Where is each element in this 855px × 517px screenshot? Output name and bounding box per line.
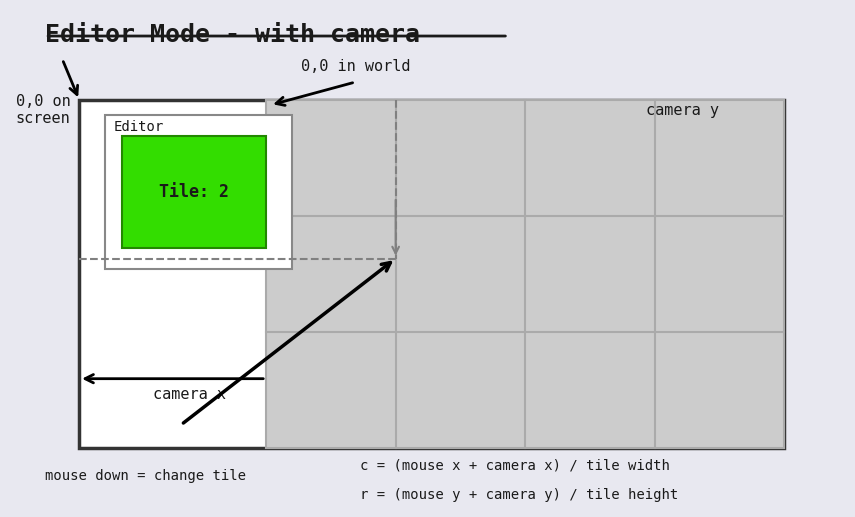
FancyBboxPatch shape (80, 100, 784, 448)
Text: Editor: Editor (113, 120, 163, 134)
Text: 0,0 on
screen: 0,0 on screen (15, 94, 70, 126)
FancyBboxPatch shape (121, 136, 266, 248)
Text: Tile: 2: Tile: 2 (159, 183, 229, 201)
Text: 0,0 in world: 0,0 in world (301, 59, 410, 74)
Text: camera x: camera x (153, 387, 227, 402)
FancyBboxPatch shape (104, 115, 292, 269)
Text: camera y: camera y (646, 103, 719, 118)
Text: c = (mouse x + camera x) / tile width: c = (mouse x + camera x) / tile width (360, 459, 669, 473)
FancyBboxPatch shape (266, 100, 784, 448)
Text: Editor Mode - with camera: Editor Mode - with camera (45, 23, 421, 47)
Text: r = (mouse y + camera y) / tile height: r = (mouse y + camera y) / tile height (360, 488, 678, 502)
Text: mouse down = change tile: mouse down = change tile (45, 469, 246, 483)
